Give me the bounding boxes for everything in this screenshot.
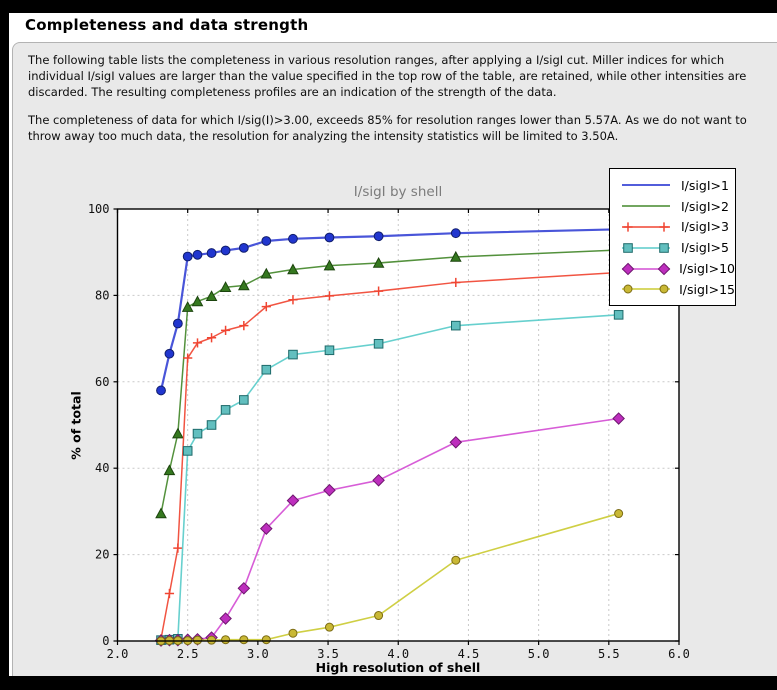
chart-title: I/sigI by shell (353, 184, 443, 200)
legend-line-sample (622, 242, 670, 253)
legend-line-sample (622, 284, 670, 294)
legend-label: I/sigI>3 (681, 219, 729, 235)
legend-label: I/sigI>2 (681, 198, 729, 214)
description-paragraph-2: The completeness of data for which I/sig… (28, 113, 747, 144)
data-point-marker (623, 222, 633, 232)
data-point-marker (657, 262, 671, 275)
legend-line-sample (622, 205, 670, 207)
legend-label: I/sigI>5 (681, 240, 729, 256)
legend-line-sample (622, 184, 670, 187)
legend-entry-i-sigi-5: I/sigI>5 (610, 237, 735, 258)
page-title: Completeness and data strength (25, 16, 309, 34)
legend-label: I/sigI>1 (681, 177, 729, 193)
legend-line-sample (621, 262, 671, 275)
data-point-marker (659, 284, 669, 294)
data-point-marker (659, 222, 669, 232)
data-point-marker (623, 242, 633, 253)
x-axis-label: High resolution of shell (315, 660, 481, 675)
chart-legend: I/sigI>1 I/sigI>2 I/sigI>3 I/sigI>5 I/sigI>1… (609, 168, 736, 306)
data-point-marker (659, 242, 669, 253)
legend-label: I/sigI>15 (679, 281, 735, 297)
data-point-marker (621, 262, 635, 275)
legend-label: I/sigI>10 (679, 261, 735, 277)
legend-entry-i-sigi-1: I/sigI>1 (610, 175, 735, 196)
legend-line-sample (622, 222, 670, 232)
legend-entry-i-sigi-3: I/sigI>3 (610, 217, 735, 238)
data-point-marker (623, 284, 633, 294)
legend-entry-i-sigi-2: I/sigI>2 (610, 196, 735, 217)
y-axis-label: % of total (68, 391, 84, 460)
legend-entry-i-sigi-10: I/sigI>10 (610, 258, 735, 279)
description-paragraph-1: The following table lists the completene… (28, 53, 747, 100)
legend-entry-i-sigi-15: I/sigI>15 (610, 279, 735, 300)
